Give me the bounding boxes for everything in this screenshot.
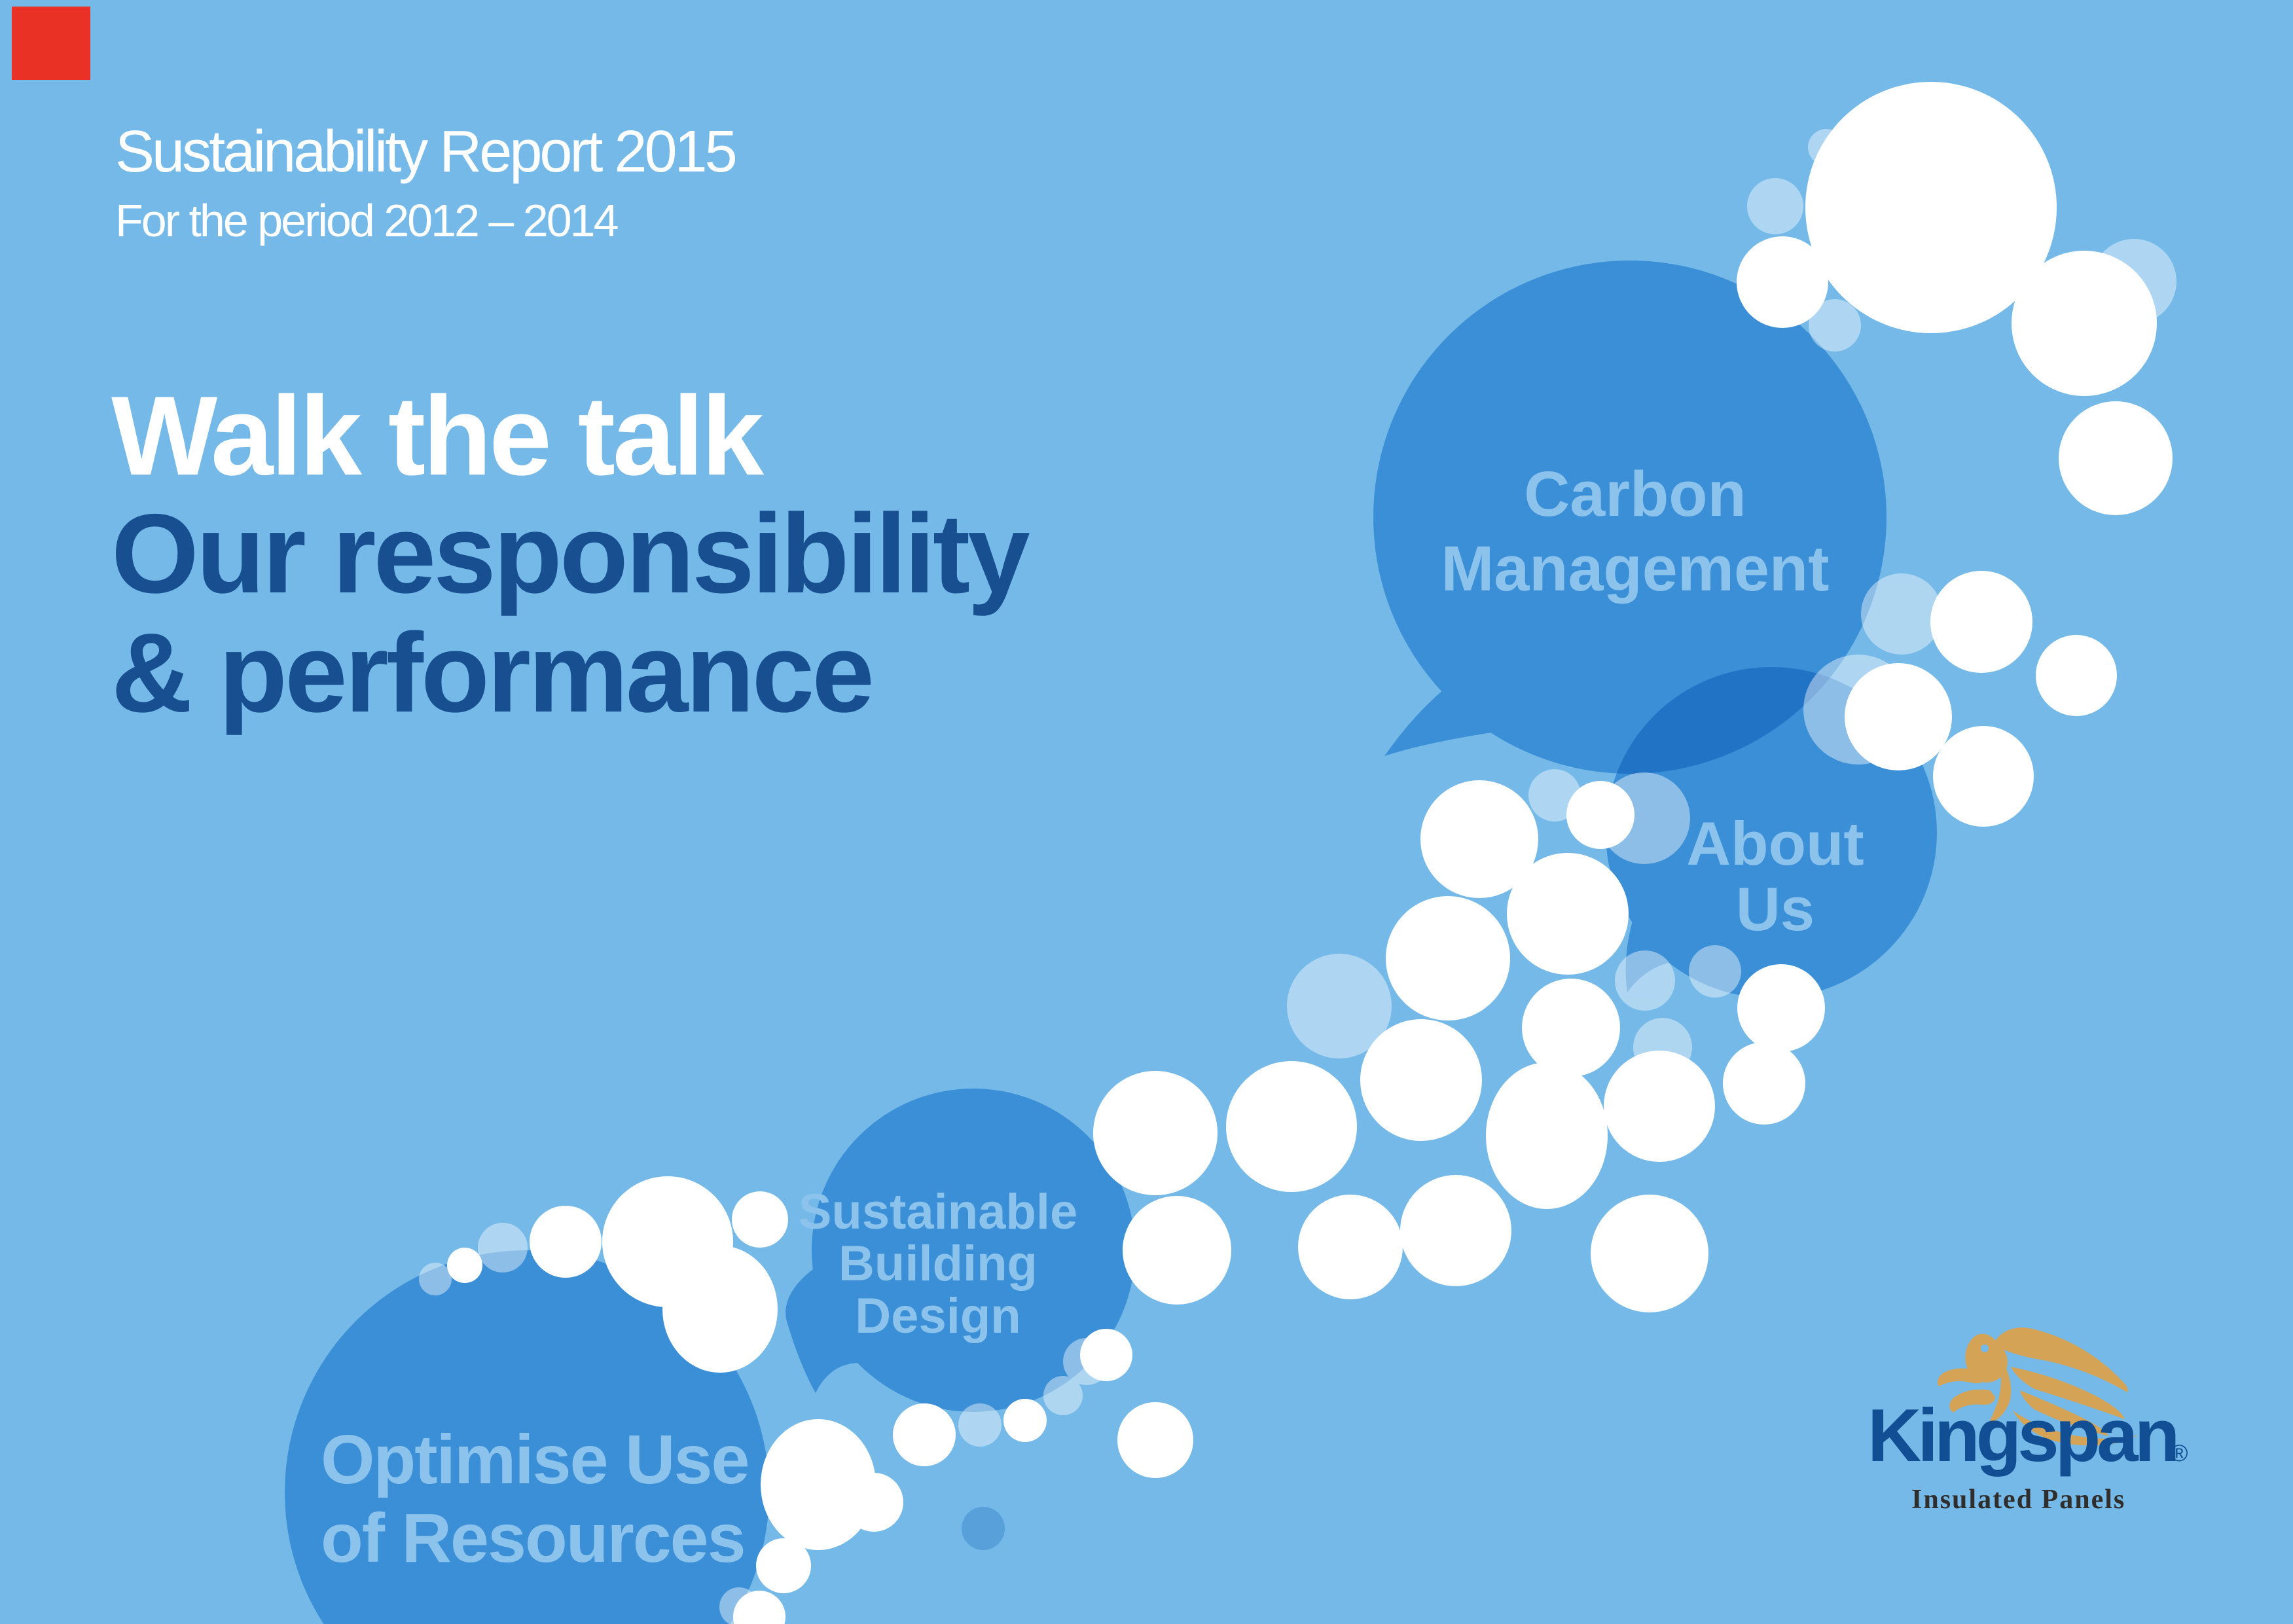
trail-circle — [1420, 780, 1538, 898]
trail-circle — [1123, 1196, 1231, 1305]
trail-circle — [844, 1473, 903, 1532]
trail-circle — [1360, 1019, 1482, 1141]
speech-bubbles — [285, 261, 1937, 1624]
bubble-sustainable-building-design — [785, 1089, 1135, 1412]
trail-white-circles — [447, 82, 2173, 1624]
trail-circle — [1930, 571, 2032, 673]
about-label-line2: Us — [1736, 875, 1815, 943]
trail-circle — [1003, 1399, 1047, 1442]
headline-line3: & performance — [111, 610, 872, 736]
trail-circle — [1604, 1051, 1715, 1162]
bubble-labels: Carbon Management About Us Sustainable B… — [321, 458, 1864, 1577]
bubble-sustainable-circle — [812, 1089, 1135, 1412]
optimise-label-line2: of Resources — [321, 1500, 745, 1577]
about-label-line1: About — [1686, 809, 1864, 878]
logo-registered-mark: ® — [2171, 1439, 2188, 1466]
bubble-carbon-management — [1373, 261, 1887, 774]
trail-circle — [478, 1223, 528, 1272]
trail-circle — [1226, 1061, 1357, 1192]
trail-circle — [1737, 964, 1825, 1052]
trail-circle — [1805, 82, 2057, 333]
sustainable-label-line1: Sustainable — [799, 1184, 1078, 1240]
trail-circle — [1809, 299, 1861, 352]
trail-circle — [1080, 1329, 1132, 1381]
trail-circle-medium-blue — [962, 1507, 1005, 1550]
logo-division: Insulated Panels — [1911, 1485, 2125, 1515]
lion-icon — [1938, 1327, 2139, 1446]
bubble-carbon-tail — [1384, 673, 1545, 756]
carbon-label-line2: Management — [1441, 533, 1830, 604]
trail-circle — [662, 1246, 778, 1373]
sustainable-label-line3: Design — [855, 1288, 1020, 1344]
trail-circle — [1093, 1071, 1218, 1195]
headline-line1: Walk the talk — [111, 373, 764, 499]
trail-circle — [530, 1206, 602, 1278]
trail-circle — [1522, 979, 1620, 1077]
trail-circle — [1737, 236, 1828, 328]
sustainable-label-line2: Building — [839, 1236, 1038, 1291]
trail-circle — [958, 1403, 1002, 1447]
optimise-label-line1: Optimise Use — [321, 1421, 748, 1498]
trail-circle — [1507, 853, 1629, 975]
trail-circle — [2059, 401, 2173, 515]
kingspan-logo: Kingspan ® Insulated Panels — [1868, 1327, 2188, 1515]
trail-circle — [1861, 573, 1942, 655]
trail-circle — [419, 1263, 452, 1295]
trail-circle — [447, 1248, 482, 1283]
trail-circle — [1386, 896, 1510, 1020]
trail-circle — [1400, 1175, 1511, 1286]
bubble-carbon-circle — [1373, 261, 1887, 774]
trail-circle — [1933, 726, 2034, 827]
red-corner-marker — [12, 7, 90, 80]
carbon-label-line1: Carbon — [1524, 458, 1746, 530]
headline-line2: Our responsibility — [111, 491, 1030, 617]
trail-circle — [732, 1191, 788, 1248]
trail-circle — [756, 1538, 811, 1593]
trail-circle — [2036, 635, 2117, 716]
report-period: For the period 2012 – 2014 — [115, 195, 618, 246]
trail-circle — [1747, 178, 1803, 234]
trail-circle — [1117, 1402, 1193, 1478]
report-title: Sustainability Report 2015 — [115, 119, 736, 185]
trail-circle — [1287, 954, 1392, 1058]
trail-circle — [733, 1591, 785, 1624]
trail-circle — [1591, 1195, 1708, 1312]
trail-circle — [761, 1419, 876, 1550]
logo-wordmark: Kingspan — [1868, 1394, 2176, 1477]
trail-circle — [1566, 781, 1634, 849]
trail-circle — [1845, 663, 1952, 770]
trail-circle — [2012, 251, 2157, 396]
bubble-about-us — [1606, 667, 1937, 998]
headline: Walk the talk Our responsibility & perfo… — [111, 373, 1032, 736]
trail-circle — [1689, 945, 1741, 998]
lion-eye — [1981, 1344, 1989, 1352]
bubble-optimise-circle — [285, 1250, 769, 1624]
trail-circle — [1723, 1042, 1805, 1125]
trail-circle — [1043, 1376, 1083, 1415]
trail-circle — [893, 1403, 956, 1466]
trail-circle — [1615, 950, 1675, 1011]
trail-circle — [1298, 1195, 1403, 1299]
trail-circle — [1486, 1062, 1608, 1209]
